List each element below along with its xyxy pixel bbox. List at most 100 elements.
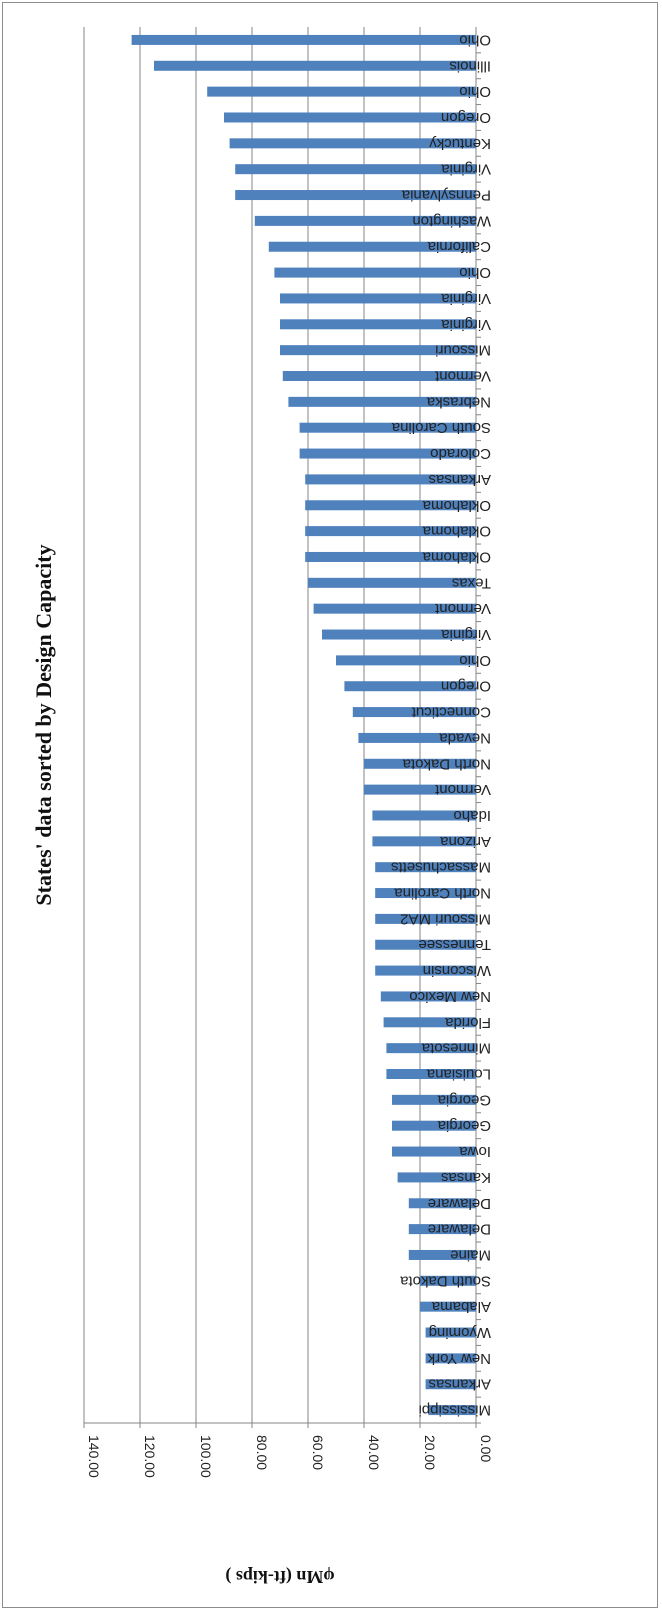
- bar: [425, 1379, 476, 1390]
- category-label: Kansas: [441, 1169, 491, 1186]
- category-label: Vermont: [434, 368, 491, 385]
- category-label: Arkansas: [428, 1376, 491, 1393]
- value-tick-label: 120.00: [142, 1435, 158, 1478]
- bar: [425, 1353, 476, 1364]
- category-label: Ohio: [459, 264, 491, 281]
- category-label: South Dakota: [399, 1272, 491, 1289]
- bar: [131, 34, 476, 45]
- bar: [288, 396, 476, 407]
- category-label: Illinois: [449, 57, 491, 74]
- category-label: Nevada: [439, 729, 491, 746]
- bar: [428, 1405, 476, 1416]
- bar: [299, 422, 476, 433]
- bar: [344, 681, 476, 692]
- category-label: Arizona: [439, 833, 491, 850]
- bar: [224, 112, 476, 123]
- category-label: Georgia: [437, 1091, 491, 1108]
- category-label: Alabama: [431, 1298, 491, 1315]
- bar: [392, 1146, 476, 1157]
- bar: [408, 1224, 476, 1235]
- category-label: Oregon: [441, 109, 491, 126]
- category-label: North Carolina: [394, 885, 491, 902]
- category-label: Oklahoma: [422, 497, 491, 514]
- bar: [375, 913, 476, 924]
- bar: [313, 603, 476, 614]
- chart-title: States' data sorted by Design Capacity: [31, 544, 56, 905]
- bar: [352, 707, 476, 718]
- bar: [425, 1327, 476, 1338]
- value-axis-title: φMn (ft-kips ): [225, 1566, 334, 1587]
- bar: [207, 86, 476, 97]
- bar: [420, 1275, 476, 1286]
- value-tick-label: 100.00: [198, 1435, 214, 1478]
- category-label: Wisconsin: [423, 962, 491, 979]
- bar: [308, 577, 476, 588]
- bar: [305, 551, 476, 562]
- bar: [299, 448, 476, 459]
- bar: [392, 1094, 476, 1105]
- value-tick-label: 60.00: [310, 1435, 326, 1470]
- category-label: Washington: [412, 212, 491, 229]
- category-label: Georgia: [437, 1117, 491, 1134]
- bar: [375, 862, 476, 873]
- category-label: Oklahoma: [422, 523, 491, 540]
- category-label: New York: [427, 1350, 491, 1367]
- bar-chart: 0.00 20.00 40.00 60.00 80.00 100.00 120.00 140.…: [31, 27, 494, 1587]
- category-label: Ohio: [459, 83, 491, 100]
- category-label: Nebraska: [426, 393, 491, 410]
- bar: [375, 939, 476, 950]
- category-label: Arkansas: [428, 471, 491, 488]
- category-label: Delaware: [428, 1221, 491, 1238]
- value-tick-label: 40.00: [366, 1435, 382, 1470]
- category-label: Ohio: [459, 31, 491, 48]
- bar: [282, 371, 476, 381]
- bar: [154, 60, 476, 71]
- bar: [397, 1172, 476, 1183]
- bar: [235, 190, 476, 201]
- value-tick-label: 80.00: [254, 1435, 270, 1470]
- category-label: Ohio: [459, 652, 491, 669]
- value-tick-label: 140.00: [86, 1435, 102, 1478]
- bar: [280, 345, 476, 356]
- category-label: New Mexico: [409, 988, 491, 1005]
- bar: [229, 138, 476, 149]
- category-label: Idaho: [453, 807, 491, 824]
- category-label: Mississippi: [418, 1402, 491, 1419]
- category-label: Minnesota: [421, 1040, 491, 1057]
- bar: [383, 1017, 476, 1028]
- category-label: Delaware: [428, 1195, 491, 1212]
- bar: [420, 1301, 476, 1312]
- category-label: Wyoming: [429, 1324, 491, 1341]
- bar: [358, 732, 476, 743]
- bar: [235, 164, 476, 175]
- category-label: Vermont: [434, 781, 491, 798]
- category-label: Pennsylvania: [401, 187, 491, 204]
- bar: [254, 215, 476, 226]
- bar: [364, 784, 476, 795]
- category-label: Missouri MA2: [400, 910, 491, 927]
- category-label: South Carolina: [391, 419, 491, 436]
- bar: [408, 1249, 476, 1260]
- bar: [408, 1198, 476, 1209]
- bar: [375, 888, 476, 899]
- value-tick-label: 20.00: [422, 1435, 438, 1470]
- category-label: Texas: [452, 574, 491, 591]
- bar: [380, 991, 476, 1002]
- bar: [336, 655, 476, 666]
- category-label: Iowa: [459, 1143, 491, 1160]
- bar: [305, 500, 476, 511]
- category-label: Vermont: [434, 600, 491, 617]
- bar: [386, 1043, 476, 1054]
- category-label: Massachusetts: [391, 859, 491, 876]
- category-label: Colorado: [430, 445, 491, 462]
- bar: [375, 965, 476, 976]
- category-label: Oklahoma: [422, 548, 491, 565]
- bar: [280, 319, 476, 330]
- category-label: Missouri: [435, 342, 491, 359]
- category-label: Kentucky: [429, 135, 491, 152]
- bar: [268, 241, 476, 252]
- category-label: Virginia: [441, 316, 491, 333]
- category-label: California: [427, 238, 491, 255]
- bar: [372, 836, 476, 847]
